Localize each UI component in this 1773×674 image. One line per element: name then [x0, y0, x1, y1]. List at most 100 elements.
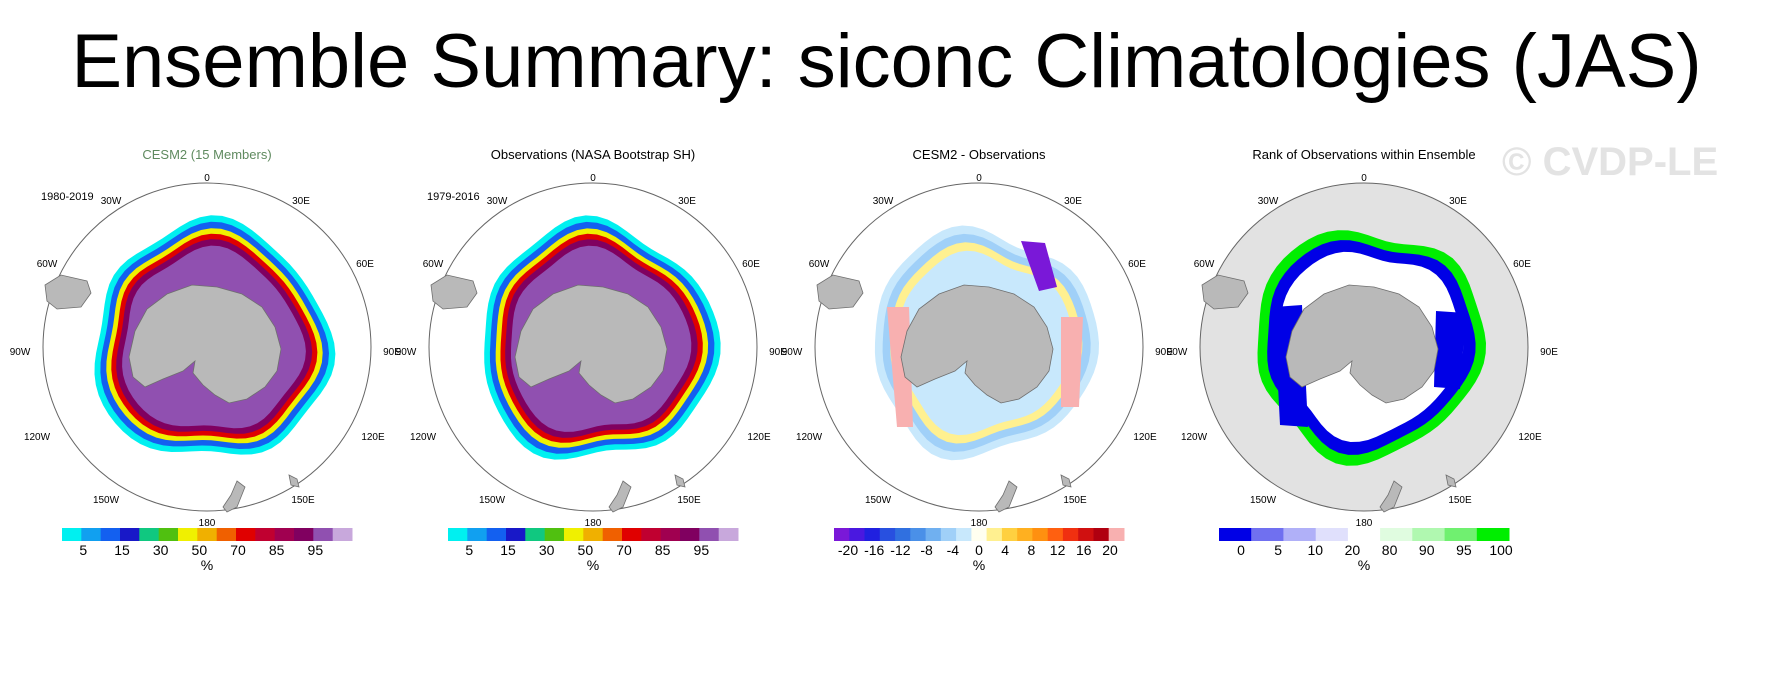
- colorbar-tick-label: 95: [694, 542, 710, 558]
- colorbar-swatch: [62, 528, 82, 541]
- colorbar-swatch: [622, 528, 642, 541]
- colorbar-swatch: [178, 528, 198, 541]
- antarctica-landmass: [514, 284, 668, 404]
- panel-1: 0 30W 30E 60W 60E 90W 90E 120W 120E 150W 150E 180 CE…: [10, 147, 402, 573]
- colorbar-tick-label: 30: [539, 542, 555, 558]
- longitude-label: 60E: [1128, 259, 1146, 270]
- period-label: 1979-2016: [427, 191, 480, 203]
- colorbar-swatch: [1017, 528, 1033, 541]
- positive-bias-east: [1061, 317, 1083, 407]
- longitude-label: 120W: [410, 432, 437, 443]
- longitude-label: 60W: [423, 259, 444, 270]
- longitude-label: 0: [1361, 173, 1367, 184]
- longitude-label: 90W: [10, 347, 31, 358]
- antarctica-landmass: [1285, 284, 1439, 404]
- colorbar-swatch: [1251, 528, 1284, 541]
- panel-title: CESM2 (15 Members): [142, 147, 271, 162]
- colorbar-swatch: [255, 528, 276, 541]
- longitude-label: 150W: [93, 495, 120, 506]
- colorbar-tick-label: 70: [230, 542, 246, 558]
- colorbar-tick-label: 80: [1382, 542, 1398, 558]
- new-zealand-landmass: [222, 480, 246, 513]
- colorbar-tick-label: 20: [1102, 542, 1118, 558]
- longitude-label: 60E: [742, 259, 760, 270]
- longitude-label: 150W: [1250, 495, 1277, 506]
- colorbar-swatch: [1078, 528, 1094, 541]
- colorbar-tick-label: -20: [838, 542, 858, 558]
- colorbar-swatch: [680, 528, 700, 541]
- longitude-label: 30W: [873, 196, 894, 207]
- longitude-label: 30W: [101, 196, 122, 207]
- tasmania-landmass: [1060, 474, 1072, 488]
- colorbar-swatch: [602, 528, 623, 541]
- longitude-label: 90W: [396, 347, 417, 358]
- period-label: 1980-2019: [41, 191, 94, 203]
- new-zealand-landmass: [1379, 480, 1403, 513]
- longitude-label: 30W: [487, 196, 508, 207]
- longitude-label: 30E: [678, 196, 696, 207]
- colorbar-swatch: [940, 528, 957, 541]
- colorbar-tick-label: 0: [975, 542, 983, 558]
- new-zealand-landmass: [608, 480, 632, 513]
- colorbar-tick-label: 0: [1237, 542, 1245, 558]
- colorbar-unit-label: %: [1358, 557, 1370, 573]
- colorbar-tick-label: 100: [1489, 542, 1513, 558]
- longitude-label: 0: [976, 173, 982, 184]
- colorbar-swatch: [1093, 528, 1110, 541]
- colorbar-swatch: [274, 528, 295, 541]
- colorbar-swatch: [1412, 528, 1445, 541]
- longitude-label: 120E: [361, 432, 385, 443]
- longitude-label: 60W: [37, 259, 58, 270]
- colorbar-swatch: [718, 528, 739, 541]
- south-america-landmass: [1201, 274, 1249, 310]
- colorbar-swatch: [956, 528, 972, 541]
- colorbar-tick-label: -4: [947, 542, 960, 558]
- colorbar-swatch: [139, 528, 160, 541]
- longitude-label: 150E: [677, 495, 701, 506]
- longitude-label: 150E: [291, 495, 315, 506]
- longitude-label: 90E: [1155, 347, 1173, 358]
- tasmania-landmass: [674, 474, 686, 488]
- longitude-label: 180: [971, 518, 988, 529]
- colorbar-swatch: [564, 528, 584, 541]
- longitude-label: 90E: [383, 347, 401, 358]
- colorbar-swatch: [660, 528, 681, 541]
- tasmania-landmass: [1445, 474, 1457, 488]
- negative-bias-northeast: [1021, 241, 1057, 291]
- colorbar-swatch: [1283, 528, 1317, 541]
- new-zealand-landmass: [994, 480, 1018, 513]
- tasmania-landmass: [288, 474, 300, 488]
- colorbar-swatch: [1444, 528, 1478, 541]
- colorbar-swatch: [1108, 528, 1125, 541]
- watermark: © CVDP-LE: [1502, 140, 1719, 184]
- longitude-label: 120E: [747, 432, 771, 443]
- longitude-label: 150W: [865, 495, 892, 506]
- colorbar-tick-label: 50: [192, 542, 208, 558]
- colorbar-tick-label: 50: [578, 542, 594, 558]
- colorbar-swatch: [699, 528, 720, 541]
- longitude-label: 90W: [1167, 347, 1188, 358]
- colorbar-tick-label: 5: [465, 542, 473, 558]
- longitude-label: 30E: [292, 196, 310, 207]
- antarctica-landmass: [128, 284, 282, 404]
- colorbar-swatch: [197, 528, 218, 541]
- colorbar-tick-label: 12: [1050, 542, 1066, 558]
- longitude-label: 60W: [809, 259, 830, 270]
- longitude-label: 180: [585, 518, 602, 529]
- longitude-label: 90W: [782, 347, 803, 358]
- colorbar-swatch: [1062, 528, 1079, 541]
- colorbar-tick-label: 8: [1028, 542, 1036, 558]
- colorbar-tick-label: 5: [79, 542, 87, 558]
- colorbar-swatch: [1476, 528, 1510, 541]
- longitude-label: 150W: [479, 495, 506, 506]
- colorbar-swatch: [849, 528, 866, 541]
- south-america-landmass: [816, 274, 864, 310]
- colorbar-swatch: [1047, 528, 1064, 541]
- colorbar-swatch: [1219, 528, 1252, 541]
- colorbar-swatch: [294, 528, 314, 541]
- colorbar-tick-label: 90: [1419, 542, 1435, 558]
- colorbar-swatch: [448, 528, 468, 541]
- colorbar-swatch: [986, 528, 1003, 541]
- colorbar-swatch: [236, 528, 256, 541]
